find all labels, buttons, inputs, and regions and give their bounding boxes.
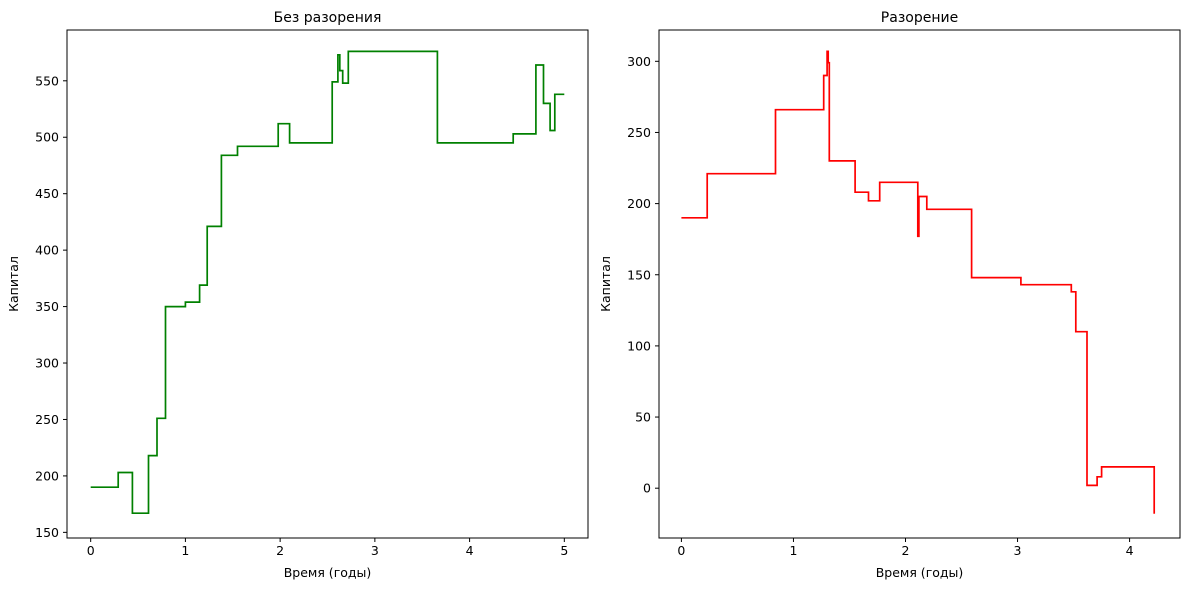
y-tick-label: 400 xyxy=(35,243,59,258)
series-line xyxy=(681,50,1156,514)
x-tick-label: 4 xyxy=(1126,543,1134,558)
y-tick-label: 250 xyxy=(627,125,651,140)
y-tick-label: 0 xyxy=(643,481,651,496)
y-tick-label: 300 xyxy=(627,54,651,69)
y-tick-label: 200 xyxy=(627,196,651,211)
chart-title: Без разорения xyxy=(274,10,382,26)
x-tick-label: 3 xyxy=(1014,543,1022,558)
x-tick-label: 3 xyxy=(371,543,379,558)
y-tick-label: 500 xyxy=(35,130,59,145)
x-tick-label: 0 xyxy=(87,543,95,558)
chart-2: 0 1 2 3 4 0 50 100 150 200 250 300 Разорение Время (г… xyxy=(598,10,1181,580)
y-tick-label: 150 xyxy=(35,525,59,540)
y-tick-label: 50 xyxy=(635,410,651,425)
y-tick-label: 250 xyxy=(35,412,59,427)
x-tick-label: 5 xyxy=(560,543,568,558)
chart-1: 0 1 2 3 4 5 150 200 250 300 350 400 450 500 550 Без раз… xyxy=(6,10,589,580)
axes-frame xyxy=(66,29,589,539)
x-tick-label: 4 xyxy=(466,543,474,558)
x-axis-label: Время (годы) xyxy=(284,565,372,580)
y-tick-label: 150 xyxy=(627,267,651,282)
series-line xyxy=(90,50,565,515)
y-tick-label: 350 xyxy=(35,299,59,314)
y-tick-label: 450 xyxy=(35,186,59,201)
y-axis-label: Капитал xyxy=(598,256,613,312)
axes-frame xyxy=(658,29,1181,539)
chart-title: Разорение xyxy=(881,10,958,26)
y-tick-label: 300 xyxy=(35,356,59,371)
x-axis-label: Время (годы) xyxy=(876,565,964,580)
x-tick-label: 1 xyxy=(789,543,797,558)
x-tick-label: 2 xyxy=(902,543,910,558)
y-tick-label: 100 xyxy=(627,338,651,353)
y-tick-label: 200 xyxy=(35,468,59,483)
y-tick-label: 550 xyxy=(35,73,59,88)
y-axis-label: Капитал xyxy=(6,256,21,312)
x-tick-label: 1 xyxy=(181,543,189,558)
x-tick-label: 2 xyxy=(276,543,284,558)
x-tick-label: 0 xyxy=(677,543,685,558)
